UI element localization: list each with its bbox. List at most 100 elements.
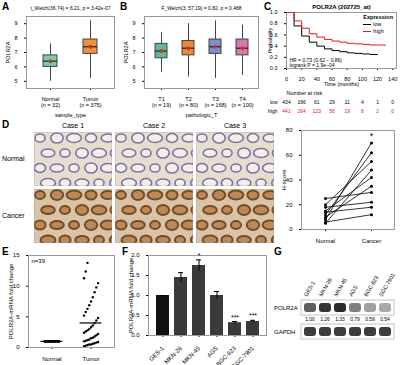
svg-text:6: 6	[132, 64, 135, 70]
svg-text:***: ***	[249, 312, 257, 319]
svg-text:0: 0	[391, 99, 394, 105]
svg-text:MKN-28: MKN-28	[318, 277, 333, 297]
svg-text:Case 3: Case 3	[224, 122, 246, 129]
svg-text:MKN-28: MKN-28	[163, 345, 183, 365]
svg-text:9: 9	[132, 20, 135, 26]
svg-text:140: 140	[388, 76, 397, 82]
svg-text:Normal: Normal	[2, 155, 25, 162]
svg-text:0: 0	[289, 226, 293, 232]
svg-text:2.0: 2.0	[131, 252, 140, 258]
svg-text:8: 8	[14, 35, 17, 41]
svg-text:29: 29	[329, 99, 335, 105]
svg-text:6: 6	[14, 64, 17, 70]
svg-text:0.59: 0.59	[365, 316, 375, 322]
svg-text:5: 5	[16, 314, 20, 320]
svg-text:POLR2A-mRNA fold change: POLR2A-mRNA fold change	[128, 257, 134, 333]
svg-text:T3(n = 168): T3(n = 168)	[204, 96, 226, 108]
svg-text:low: low	[270, 99, 278, 105]
svg-text:2: 2	[376, 108, 379, 114]
svg-text:5: 5	[14, 78, 17, 84]
svg-text:9: 9	[14, 20, 17, 26]
svg-text:Tumor: Tumor	[82, 356, 99, 362]
svg-text:SGC-7901: SGC-7901	[378, 272, 396, 298]
svg-text:sample_type: sample_type	[55, 112, 86, 118]
svg-text:Case 1: Case 1	[62, 122, 84, 129]
svg-text:19: 19	[344, 108, 350, 114]
svg-text:5: 5	[132, 78, 135, 84]
svg-text:8: 8	[132, 35, 135, 41]
svg-text:***: ***	[231, 314, 239, 321]
svg-text:60: 60	[286, 152, 293, 158]
svg-text:434: 434	[282, 99, 291, 105]
svg-text:0.79: 0.79	[350, 316, 360, 322]
svg-text:*: *	[370, 131, 374, 141]
svg-text:GES-1: GES-1	[303, 280, 316, 297]
svg-text:Probability: Probability	[267, 27, 273, 53]
svg-text:Cancer: Cancer	[362, 238, 381, 244]
svg-text:SGC-7901: SGC-7901	[231, 345, 256, 365]
svg-text:POLR2A: POLR2A	[274, 305, 298, 311]
svg-text:120: 120	[373, 76, 382, 82]
svg-text:0.2: 0.2	[270, 54, 278, 60]
svg-text:0: 0	[391, 108, 394, 114]
svg-text:high: high	[268, 108, 278, 114]
svg-text:40: 40	[286, 177, 293, 183]
svg-text:t_Welch(36.74) = 6.21, p = 3.4: t_Welch(36.74) = 6.21, p = 3.42e-07	[30, 5, 110, 11]
svg-text:7: 7	[14, 49, 17, 55]
svg-text:GES-1: GES-1	[148, 345, 165, 362]
svg-text:0: 0	[285, 76, 288, 82]
svg-text:10: 10	[13, 283, 20, 289]
svg-text:4: 4	[361, 99, 364, 105]
svg-text:1.33: 1.33	[335, 316, 345, 322]
svg-text:Normal: Normal	[42, 356, 61, 362]
svg-text:80: 80	[286, 127, 293, 133]
svg-text:POLR2A: POLR2A	[5, 41, 11, 63]
svg-text:POLR2A: POLR2A	[123, 41, 129, 63]
svg-text:166: 166	[298, 99, 307, 105]
svg-text:HR = 0.73 (0.62 − 0.86)logrank: HR = 0.73 (0.62 − 0.86)logrank P = 1.9e−…	[290, 57, 343, 68]
svg-text:40: 40	[314, 76, 320, 82]
svg-text:*: *	[198, 252, 201, 259]
svg-text:100: 100	[358, 76, 367, 82]
svg-text:264: 264	[298, 108, 307, 114]
svg-text:0.54: 0.54	[380, 316, 390, 322]
svg-text:0.8: 0.8	[270, 20, 278, 26]
svg-text:Cancer: Cancer	[2, 212, 25, 219]
svg-text:15: 15	[13, 252, 20, 258]
svg-text:T4(n = 100): T4(n = 100)	[231, 96, 253, 108]
svg-text:MKN-45: MKN-45	[333, 277, 348, 297]
svg-text:Time (months): Time (months)	[324, 81, 359, 87]
svg-text:7: 7	[132, 49, 135, 55]
svg-text:n=39: n=39	[32, 258, 46, 264]
svg-text:1.26: 1.26	[320, 316, 330, 322]
svg-text:T2(n = 80): T2(n = 80)	[179, 96, 198, 108]
svg-text:20: 20	[299, 76, 305, 82]
svg-text:61: 61	[314, 99, 320, 105]
svg-text:POLR2A-mRNA fold change: POLR2A-mRNA fold change	[8, 263, 14, 339]
svg-text:123: 123	[313, 108, 322, 114]
svg-text:Tumor(n = 375): Tumor(n = 375)	[79, 96, 101, 108]
svg-text:pathologic_T: pathologic_T	[186, 112, 218, 118]
svg-text:56: 56	[329, 108, 335, 114]
svg-text:T1(n = 19): T1(n = 19)	[152, 96, 171, 108]
svg-text:POLR2A (202725_at): POLR2A (202725_at)	[312, 4, 370, 10]
svg-text:MKN-45: MKN-45	[181, 345, 201, 365]
svg-text:1.00: 1.00	[305, 316, 315, 322]
svg-text:8: 8	[361, 108, 364, 114]
svg-text:Normal: Normal	[316, 238, 335, 244]
svg-text:BGC-823: BGC-823	[362, 274, 380, 298]
svg-text:Case 2: Case 2	[143, 122, 165, 129]
svg-text:1: 1	[376, 99, 379, 105]
svg-text:GAPDH: GAPDH	[274, 329, 295, 335]
svg-text:0: 0	[16, 344, 20, 350]
svg-text:AGS: AGS	[348, 284, 359, 297]
svg-text:Number at risk: Number at risk	[287, 90, 323, 96]
svg-text:0.0: 0.0	[270, 65, 278, 71]
svg-text:Normal(n = 32): Normal(n = 32)	[41, 96, 60, 108]
svg-text:441: 441	[282, 108, 291, 114]
svg-text:11: 11	[345, 99, 350, 105]
svg-text:H-score: H-score	[281, 169, 287, 191]
svg-text:20: 20	[286, 202, 293, 208]
svg-text:F_Welch(3, 57.19) = 0.82, p =: F_Welch(3, 57.19) = 0.82, p = 0.488	[161, 5, 241, 11]
svg-text:AGS: AGS	[206, 345, 219, 358]
